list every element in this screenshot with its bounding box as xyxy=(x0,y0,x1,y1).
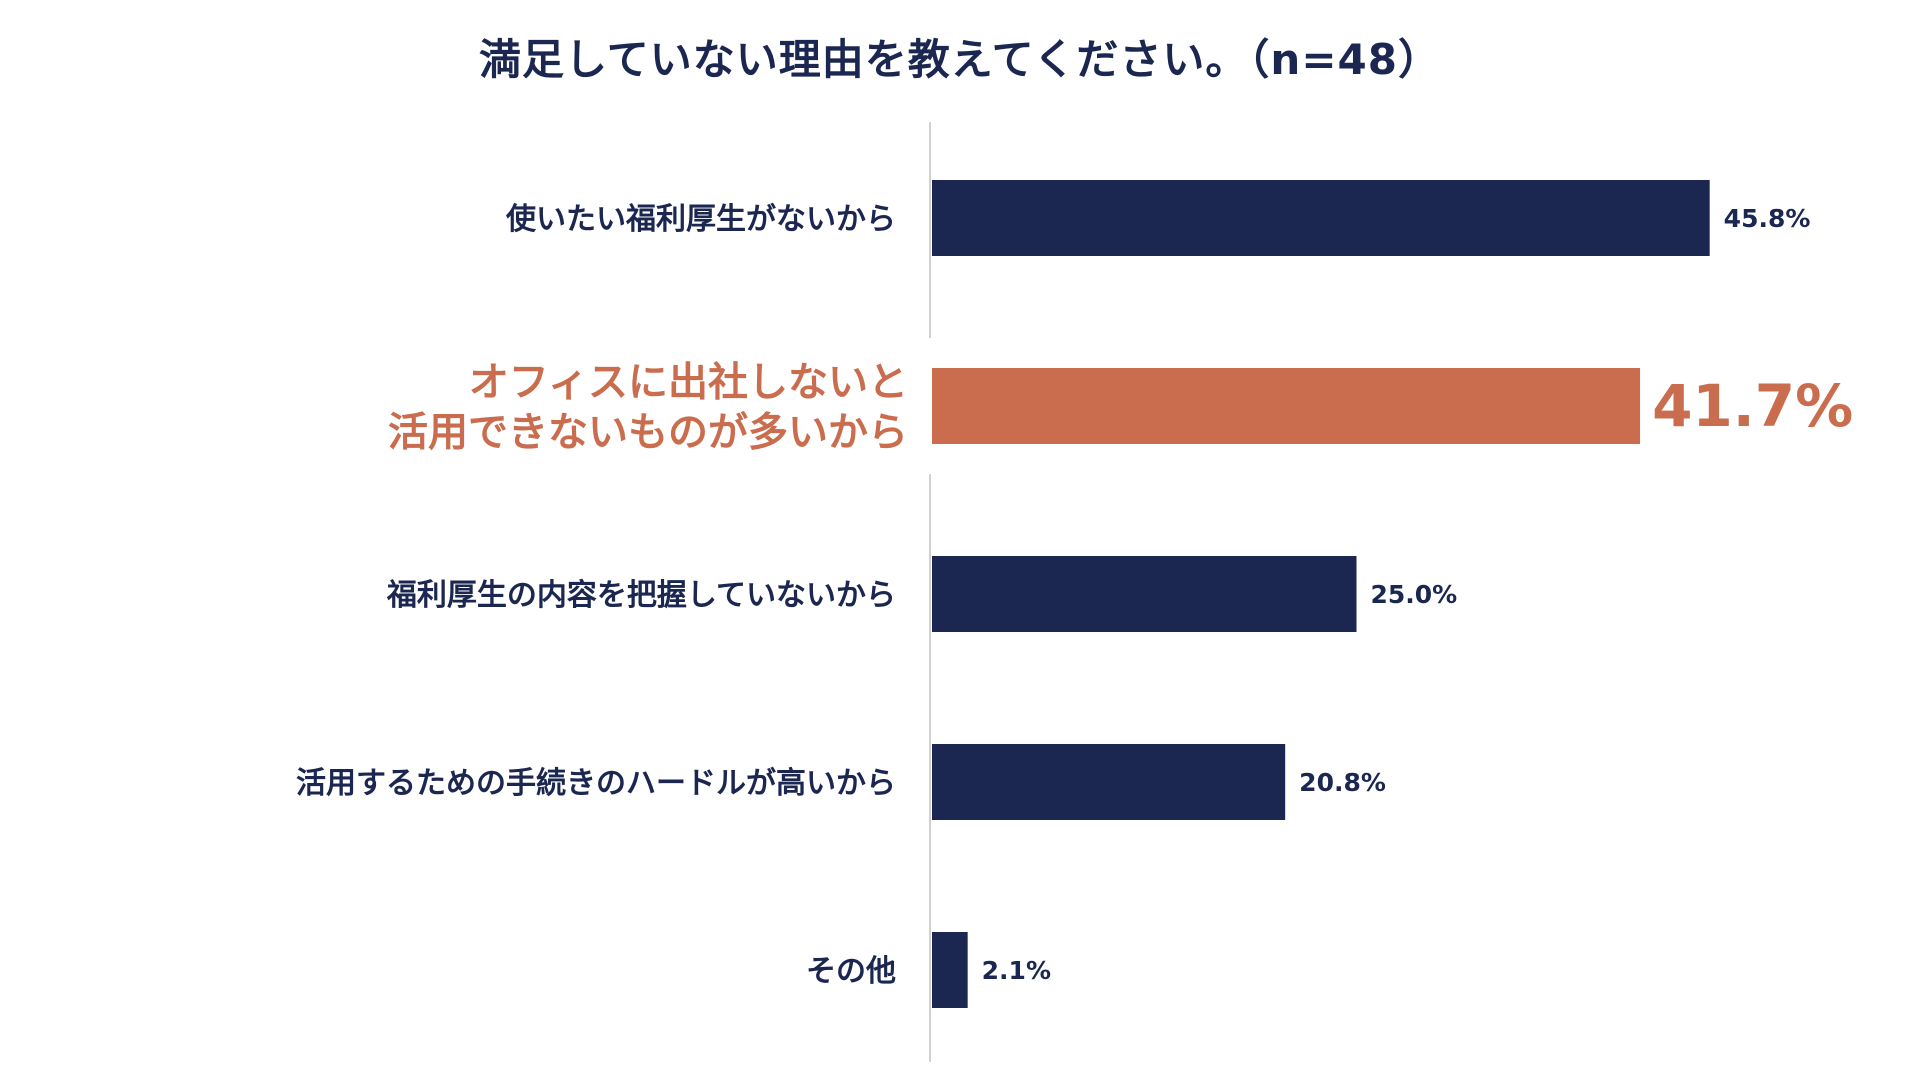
bar-4 xyxy=(932,744,1286,820)
category-label-1: 使いたい福利厚生がないから xyxy=(505,202,896,237)
bar-1 xyxy=(932,180,1710,256)
value-label-3: 25.0% xyxy=(1371,580,1458,609)
bar-3 xyxy=(932,556,1357,632)
category-label-4: 活用するための手続きのハードルが高いから xyxy=(296,766,896,801)
bar-5 xyxy=(932,932,968,1008)
value-label-5: 2.1% xyxy=(982,956,1051,985)
chart-title: 満足していない理由を教えてください。（n=48） xyxy=(479,35,1441,84)
value-label-2: 41.7% xyxy=(1652,372,1853,440)
category-label-2: オフィスに出社しないと活用できないものが多いから xyxy=(388,359,908,455)
category-label-5: その他 xyxy=(806,954,896,989)
bar-2 xyxy=(932,368,1641,444)
category-label-3: 福利厚生の内容を把握していないから xyxy=(386,578,896,613)
axis-gap xyxy=(927,338,933,474)
value-label-1: 45.8% xyxy=(1724,204,1811,233)
value-label-4: 20.8% xyxy=(1299,768,1386,797)
